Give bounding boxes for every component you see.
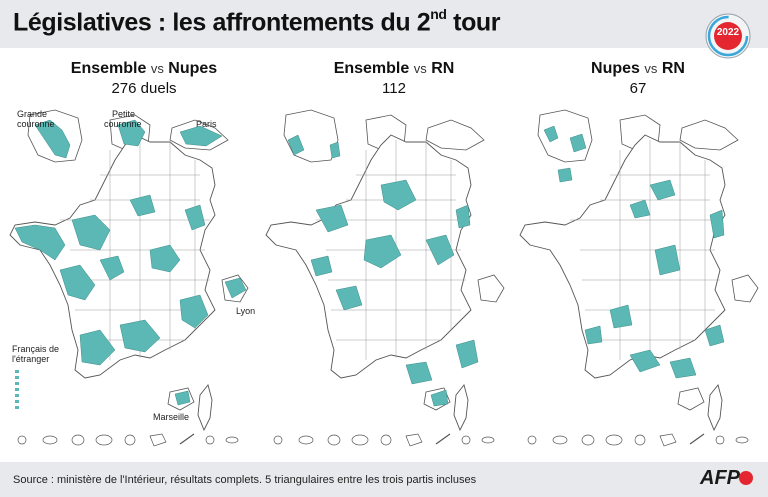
label-lyon: Lyon	[236, 306, 255, 316]
panel-header-ensemble-rn: Ensemble vs RN 112	[266, 60, 522, 97]
map-ensemble-rn	[265, 109, 505, 447]
panel-header-nupes-rn: Nupes vs RN 67	[510, 60, 766, 97]
party-a-label: Ensemble	[333, 60, 410, 77]
map-labels: Grande couronne Petite couronne Paris Ly…	[12, 109, 255, 422]
etranger-districts	[15, 370, 19, 409]
party-b-label: RN	[431, 60, 455, 77]
label-etranger-2: l'étranger	[12, 354, 49, 364]
map-ensemble-nupes: Grande couronne Petite couronne Paris Ly…	[9, 109, 255, 447]
highlighted-districts	[287, 134, 479, 407]
label-petite-couronne-2: couronne	[104, 119, 142, 129]
page-title: Législatives : les affrontements du 2nd …	[13, 6, 501, 37]
badge-year-label: 2022	[716, 27, 740, 38]
source-note: Source : ministère de l'Intérieur, résul…	[13, 474, 477, 486]
title-bar: Législatives : les affrontements du 2nd …	[0, 0, 768, 48]
highlighted-districts	[14, 119, 247, 406]
party-a-label: Nupes	[591, 60, 640, 77]
vs-label: vs	[150, 61, 164, 76]
title-superscript: nd	[430, 6, 447, 22]
party-a-label: Ensemble	[70, 60, 147, 77]
label-grande-couronne-2: couronne	[17, 119, 55, 129]
label-paris: Paris	[196, 119, 217, 129]
constituency-maps: Grande couronne Petite couronne Paris Ly…	[9, 109, 759, 447]
label-marseille: Marseille	[153, 412, 189, 422]
vs-label: vs	[644, 61, 658, 76]
afp-logo: AFP	[700, 467, 740, 489]
label-grande-couronne-1: Grande	[17, 109, 47, 119]
label-petite-couronne-1: Petite	[112, 109, 135, 119]
label-etranger-1: Français de	[12, 344, 59, 354]
map-nupes-rn	[519, 109, 759, 447]
highlighted-districts	[543, 125, 725, 379]
duel-count: 276 duels	[111, 80, 177, 97]
vs-label: vs	[413, 61, 427, 76]
duel-count: 112	[382, 80, 406, 97]
title-main: Législatives : les affrontements du 2	[13, 8, 431, 37]
afp-logo-dot-icon	[739, 471, 753, 485]
party-b-label: RN	[661, 60, 685, 77]
duel-count: 67	[629, 80, 647, 97]
party-b-label: Nupes	[168, 60, 218, 77]
panel-header-ensemble-nupes: Ensemble vs Nupes 276 duels	[16, 60, 272, 97]
footer-bar: Source : ministère de l'Intérieur, résul…	[0, 462, 768, 497]
title-end: tour	[446, 8, 501, 37]
election-year-badge	[705, 13, 751, 59]
